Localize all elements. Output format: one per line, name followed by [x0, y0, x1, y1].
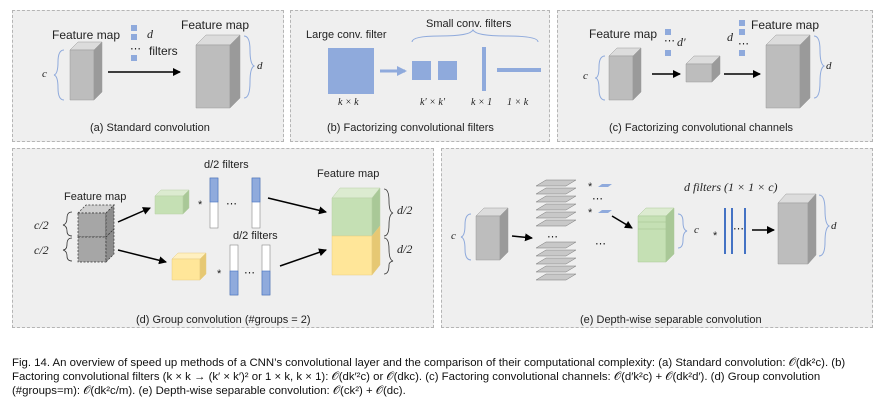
output-cube-e: [777, 193, 817, 265]
filter-stack-c2: [739, 20, 745, 56]
filters-word-a: filters: [149, 44, 178, 58]
filter-1xk: [497, 68, 541, 72]
dots-bottom-d: ⋯: [244, 267, 255, 279]
output-cube-d: [331, 187, 381, 276]
dots-c2: ⋯: [738, 38, 749, 50]
dots-e1: ⋯: [592, 193, 603, 205]
c2-bottom-label-d: c/2: [34, 243, 49, 257]
brace-c2-bottom: [62, 237, 73, 262]
brace-c-a: [53, 49, 65, 101]
star-mid-e: *: [588, 207, 593, 219]
brace-small-filters: [411, 28, 539, 43]
brace-d2-top: [383, 188, 394, 237]
arrow-d-bottom-in: [117, 249, 167, 265]
dots-e2: ⋯: [595, 238, 606, 250]
dots-a: ⋯: [130, 43, 141, 55]
input-cube-d-top: [77, 204, 115, 238]
filter-stack-c1: [665, 29, 671, 56]
arrow-d-top-out: [267, 197, 327, 215]
caption-b: (b) Factorizing convolutional filters: [327, 122, 494, 134]
d-out-label-a: d: [257, 60, 263, 72]
c-mid-label-e: c: [694, 224, 699, 236]
output-label-c: Feature map: [751, 18, 820, 32]
input-cube-c: [608, 47, 642, 101]
input-label-a: Feature map: [52, 28, 121, 42]
filter-kx1: [482, 47, 486, 91]
c-label-c: c: [583, 70, 588, 82]
d-label-c: d: [727, 30, 733, 44]
depthwise-filters-e: [598, 184, 612, 213]
large-filter-label: Large conv. filter: [306, 29, 387, 41]
green-cube-e: [637, 207, 675, 263]
input-cube-a: [69, 41, 103, 101]
dots-top-d: ⋯: [226, 198, 237, 210]
c-label-e: c: [451, 230, 456, 242]
arrow-e1: [511, 233, 533, 242]
pointwise-filters-e: [724, 208, 746, 254]
arrow-e2: [611, 215, 633, 229]
caption-a: (a) Standard convolution: [90, 122, 210, 134]
brace-c2-top: [62, 211, 73, 237]
d-out-label-e: d: [831, 220, 837, 232]
brace-d-e: [818, 194, 831, 257]
star-top-d: *: [198, 199, 203, 211]
channel-slices-e: [535, 179, 577, 281]
d2-bottom-label-d: d/2: [397, 242, 413, 256]
filter-stack-a: [131, 25, 137, 61]
d-out-label-c: d: [826, 60, 832, 72]
small-filter-2: [438, 61, 457, 80]
star-bottom-d: *: [217, 268, 222, 280]
input-cube-e: [475, 207, 509, 261]
star-pointwise-e: *: [713, 230, 718, 242]
dots-pointwise-e: ⋯: [733, 223, 744, 235]
filters-bottom-label-d: d/2 filters: [233, 230, 278, 242]
input-label-d: Feature map: [64, 191, 127, 203]
1xk-label: 1 × k: [507, 97, 529, 108]
brace-d-c: [813, 35, 826, 99]
filters-bottom-d: [229, 244, 271, 296]
mid-cube-c: [685, 55, 721, 83]
brace-d2-bottom: [383, 237, 394, 275]
c2-top-label-d: c/2: [34, 218, 49, 232]
brace-d-a: [243, 35, 256, 99]
brace-c-e: [460, 213, 472, 261]
c-label-a: c: [42, 68, 47, 80]
dots-e3: ⋯: [547, 231, 558, 243]
caption-e: (e) Depth-wise separable convolution: [580, 314, 762, 326]
figure-caption-text: Fig. 14. An overview of speed up methods…: [12, 357, 846, 397]
arrow-d-top-in: [117, 207, 151, 223]
filters-label-e: d filters (1 × 1 × c): [684, 180, 778, 194]
output-label-d: Feature map: [317, 168, 380, 180]
figure-caption: Fig. 14. An overview of speed up methods…: [12, 356, 874, 398]
kpkp-label: k′ × k′: [420, 97, 445, 108]
filters-top-label-d: d/2 filters: [204, 159, 249, 171]
brace-c-mid-e: [677, 213, 688, 249]
output-cube-a: [195, 34, 241, 109]
input-label-c: Feature map: [589, 27, 658, 41]
arrow-d-bottom-out: [279, 248, 327, 267]
large-filter: [328, 48, 374, 94]
caption-c: (c) Factorizing convolutional channels: [609, 122, 794, 134]
d-filters-label-a: d: [147, 27, 153, 41]
output-cube-c: [765, 34, 811, 109]
kxk-label: k × k: [338, 97, 359, 108]
small-filter-label: Small conv. filters: [426, 18, 512, 30]
star-top-e: *: [588, 181, 593, 193]
dprime-label-c: d′: [677, 35, 686, 49]
yellow-cube-d: [171, 252, 207, 281]
dots-c1: ⋯: [664, 35, 675, 47]
input-cube-d-bottom: [77, 228, 115, 263]
small-filter-1: [412, 61, 431, 80]
green-cube-d: [154, 189, 190, 215]
output-label-a: Feature map: [181, 18, 250, 32]
filters-top-d: [209, 177, 261, 229]
kx1-label: k × 1: [471, 97, 493, 108]
d2-top-label-d: d/2: [397, 203, 413, 217]
caption-d: (d) Group convolution (#groups = 2): [136, 314, 311, 326]
brace-c-c: [594, 55, 606, 101]
